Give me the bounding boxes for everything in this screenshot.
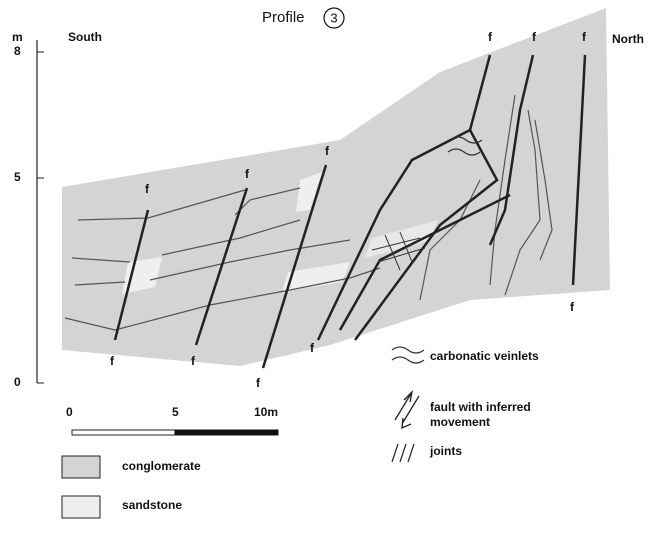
vertical-tick-label: 0: [14, 375, 21, 389]
title: Profile: [262, 9, 305, 26]
legend-veinlets: carbonatic veinlets: [430, 349, 539, 363]
fault-label: f: [488, 30, 493, 44]
fault-label: f: [570, 300, 575, 314]
legend-conglomerate: conglomerate: [122, 459, 201, 473]
legend-sandstone: sandstone: [122, 498, 182, 512]
conglomerate-swatch: [62, 456, 100, 478]
vertical-unit: m: [12, 30, 23, 44]
title-number: 3: [330, 10, 337, 25]
legend-joints: joints: [429, 444, 462, 458]
scale-label: 0: [66, 405, 73, 419]
vertical-tick-label: 8: [14, 44, 21, 58]
vertical-tick-label: 5: [14, 170, 21, 184]
north-label: North: [612, 32, 644, 46]
scale-bar-white: [72, 430, 175, 435]
legend-fault: movement: [430, 415, 490, 429]
diagram: Profile 3 South North m 8 5 0 0 5 10m ca…: [0, 0, 656, 537]
sandstone-swatch: [62, 496, 100, 518]
fault-icon: [395, 392, 419, 428]
south-label: South: [68, 30, 102, 44]
scale-label: 10m: [254, 405, 278, 419]
legend-fault: fault with inferred: [430, 400, 531, 414]
fault-label: f: [110, 354, 115, 368]
scale-bar-black: [175, 430, 278, 435]
joints-icon: [392, 444, 414, 462]
fault-label: f: [256, 376, 261, 390]
veinlets-icon: [392, 347, 424, 363]
scale-label: 5: [172, 405, 179, 419]
